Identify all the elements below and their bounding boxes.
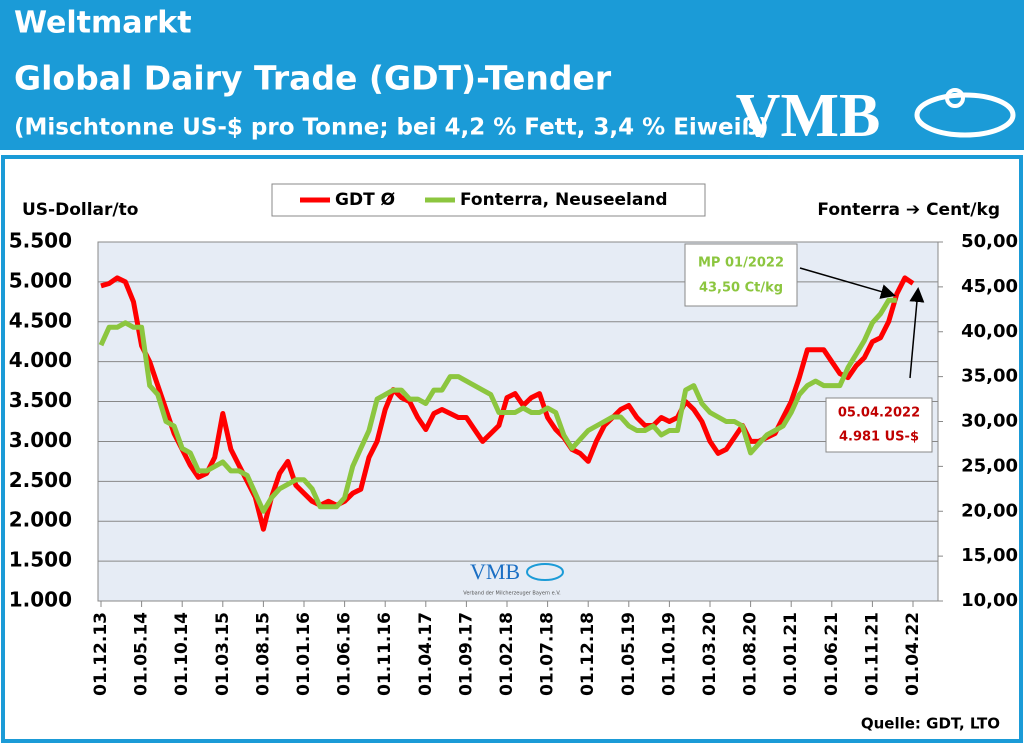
y2-axis-label: Fonterra ➔ Cent/kg	[817, 200, 1000, 220]
y2-tick-label: 50,00	[961, 231, 1018, 252]
annotation-arrow	[799, 267, 896, 299]
y-tick-label: 3.000	[9, 428, 72, 452]
y-tick-label: 3.500	[9, 388, 72, 412]
annotation-title: 05.04.2022	[838, 406, 920, 421]
plot-area	[97, 241, 939, 602]
y2-tick-label: 10,00	[961, 590, 1018, 611]
x-tick-label: 01.01.16	[294, 612, 314, 696]
y2-tick-label: 30,00	[961, 411, 1018, 432]
annotation-text: 4.981 US-$	[839, 430, 919, 445]
legend-box	[271, 183, 706, 217]
x-tick-label: 01.05.19	[619, 612, 639, 696]
y2-tick-label: 35,00	[961, 366, 1018, 387]
plot-layer: 1.000 1.500 2.000 2.500 3.000 3.500 4.000 4.500…	[9, 229, 1018, 696]
header-subtitle: Global Dairy Trade (GDT)-Tender	[14, 59, 612, 98]
annotation-text: 43,50 Ct/kg	[699, 281, 783, 296]
x-tick-label: 01.10.19	[659, 612, 679, 696]
legend-label: GDT Ø	[335, 190, 395, 210]
annotation-arrow	[909, 287, 925, 379]
y-tick-label: 4.000	[9, 348, 72, 372]
x-tick-label: 01.03.15	[213, 612, 233, 696]
x-tick-label: 01.06.16	[335, 612, 355, 696]
x-tick-label: 01.12.13	[91, 612, 111, 696]
series-line	[98, 297, 897, 514]
y2-tick-label: 20,00	[961, 500, 1018, 521]
y2-tick-label: 15,00	[961, 545, 1018, 566]
annotation-title: MP 01/2022	[698, 256, 784, 271]
y-tick-label: 1.500	[9, 548, 72, 572]
annotation-box	[825, 397, 933, 453]
x-tick-label: 01.03.20	[700, 612, 720, 696]
x-tick-label: 01.08.15	[253, 612, 273, 696]
watermark-swoosh	[526, 563, 564, 581]
y-tick-label: 2.000	[9, 508, 72, 532]
x-tick-label: 01.11.16	[375, 612, 395, 696]
watermark-logo: VMB	[470, 559, 520, 584]
x-tick-label: 01.05.14	[132, 612, 152, 696]
x-tick-label: 01.04.17	[416, 612, 436, 696]
header-logo: VMB	[736, 82, 881, 150]
header-note: (Mischtonne US-$ pro Tonne; bei 4,2 % Fe…	[14, 115, 769, 141]
x-tick-label: 01.01.21	[781, 612, 801, 696]
y-tick-label: 4.500	[9, 308, 72, 332]
x-tick-label: 01.12.18	[578, 612, 598, 696]
x-tick-label: 01.11.21	[862, 612, 882, 696]
logo-swoosh	[914, 92, 1016, 138]
x-tick-label: 01.04.22	[903, 612, 923, 696]
header-band	[0, 0, 1024, 150]
y-tick-label: 2.500	[9, 468, 72, 492]
x-tick-label: 01.10.14	[172, 612, 192, 696]
watermark-text: Verband der Milcherzeuger Bayern e.V.	[463, 591, 561, 597]
y-tick-label: 5.500	[9, 229, 72, 253]
x-tick-label: 01.08.20	[741, 612, 761, 696]
x-tick-label: 01.07.18	[538, 612, 558, 696]
y2-tick-label: 45,00	[961, 276, 1018, 297]
y-axis-label: US-Dollar/to	[22, 200, 138, 220]
header-title: Weltmarkt	[14, 6, 192, 41]
legend-label: Fonterra, Neuseeland	[460, 190, 668, 210]
y-tick-label: 1.000	[9, 588, 72, 612]
y2-tick-label: 25,00	[961, 455, 1018, 476]
y-tick-label: 5.000	[9, 268, 72, 292]
x-tick-label: 01.09.17	[456, 612, 476, 696]
source: Quelle: GDT, LTO	[861, 715, 1000, 733]
x-tick-label: 01.02.18	[497, 612, 517, 696]
logo-drop	[945, 88, 965, 108]
annotation-box	[684, 243, 798, 307]
y2-tick-label: 40,00	[961, 321, 1018, 342]
x-tick-label: 01.06.21	[822, 612, 842, 696]
